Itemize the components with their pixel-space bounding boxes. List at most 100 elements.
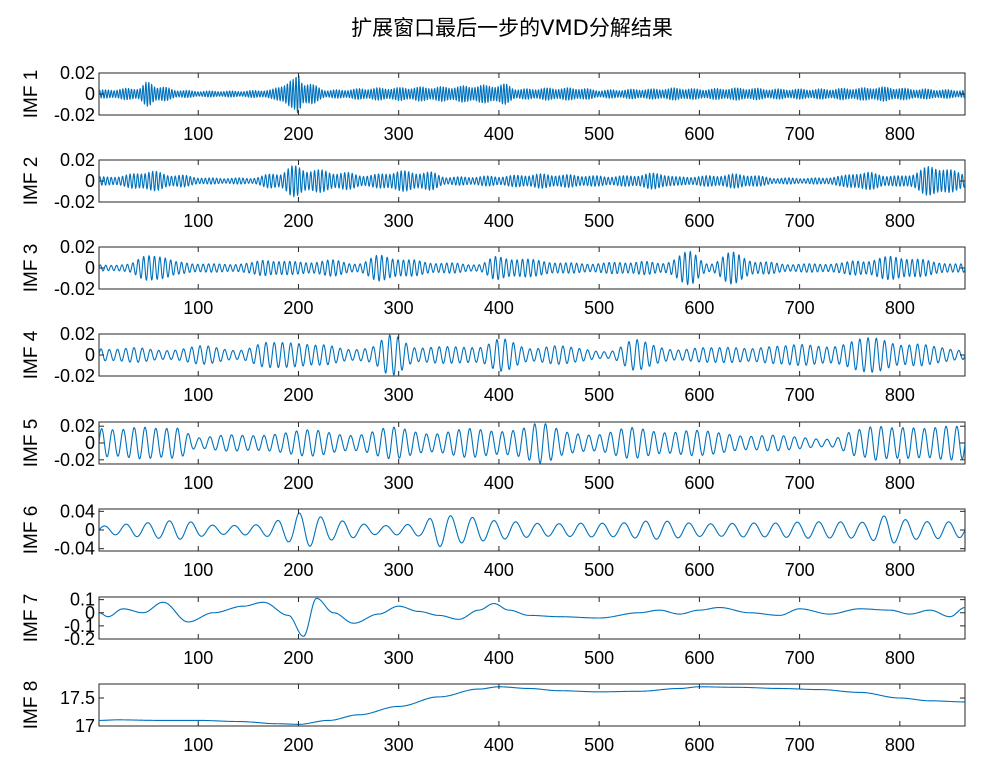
figure-title: 扩展窗口最后一步的VMD分解结果 (351, 16, 673, 40)
imf-8-line (99, 686, 965, 725)
x-tick-label: 400 (484, 385, 514, 405)
x-tick-label: 800 (885, 735, 915, 755)
x-tick-label: 400 (484, 648, 514, 668)
y-tick-label: 0 (85, 84, 95, 104)
x-tick-label: 500 (584, 385, 614, 405)
imf-2-line (99, 165, 965, 198)
x-tick-label: 300 (384, 124, 414, 144)
x-tick-label: 400 (484, 211, 514, 231)
axes-box (98, 683, 966, 727)
x-tick-label: 500 (584, 473, 614, 493)
x-tick-label: 500 (584, 735, 614, 755)
x-tick-label: 600 (684, 298, 714, 318)
x-tick-label: 300 (384, 560, 414, 580)
y-tick-label: -0.02 (54, 366, 95, 386)
x-tick-label: 100 (183, 560, 213, 580)
y-tick-label: -0.2 (64, 629, 95, 649)
x-tick-label: 100 (183, 735, 213, 755)
x-tick-label: 200 (283, 211, 313, 231)
x-tick-label: 600 (684, 385, 714, 405)
x-tick-label: 200 (283, 473, 313, 493)
y-tick-label: 0 (85, 520, 95, 540)
imf-1-line (99, 75, 965, 114)
y-tick-label: 0.04 (60, 501, 95, 521)
y-tick-label: -0.02 (54, 105, 95, 125)
x-tick-label: 800 (885, 385, 915, 405)
x-tick-label: 100 (183, 124, 213, 144)
y-tick-label: 0 (85, 603, 95, 623)
y-tick-label: -0.02 (54, 192, 95, 212)
x-tick-label: 700 (785, 735, 815, 755)
axes-box (98, 596, 966, 640)
x-tick-label: 600 (684, 473, 714, 493)
y-axis-label: IMF 8 (21, 681, 42, 730)
y-tick-label: 0.02 (60, 237, 95, 257)
x-tick-label: 600 (684, 124, 714, 144)
y-axis-label: IMF 1 (21, 70, 42, 119)
x-tick-label: 700 (785, 560, 815, 580)
y-tick-label: 0.1 (70, 590, 95, 610)
x-tick-label: 600 (684, 648, 714, 668)
y-tick-label: -0.02 (54, 450, 95, 470)
y-tick-label: -0.02 (54, 279, 95, 299)
x-tick-label: 800 (885, 560, 915, 580)
x-tick-label: 200 (283, 735, 313, 755)
x-tick-label: 800 (885, 648, 915, 668)
y-axis-label: IMF 4 (21, 330, 42, 379)
x-tick-label: 800 (885, 124, 915, 144)
y-axis-label: IMF 3 (21, 244, 42, 293)
y-tick-label: 0 (85, 258, 95, 278)
x-tick-label: 400 (484, 560, 514, 580)
x-tick-label: 400 (484, 298, 514, 318)
x-tick-label: 200 (283, 560, 313, 580)
x-tick-label: 200 (283, 298, 313, 318)
x-tick-label: 700 (785, 473, 815, 493)
imf-7-line (99, 597, 965, 637)
x-tick-label: 100 (183, 298, 213, 318)
y-tick-label: 0 (85, 171, 95, 191)
y-tick-label: 0.02 (60, 150, 95, 170)
x-tick-label: 800 (885, 298, 915, 318)
x-tick-label: 100 (183, 211, 213, 231)
y-tick-label: 0.02 (60, 416, 95, 436)
x-tick-label: 100 (183, 473, 213, 493)
x-tick-label: 600 (684, 560, 714, 580)
y-tick-label: 0.02 (60, 63, 95, 83)
x-tick-label: 300 (384, 298, 414, 318)
x-tick-label: 500 (584, 648, 614, 668)
x-tick-label: 300 (384, 473, 414, 493)
x-tick-label: 400 (484, 124, 514, 144)
x-tick-label: 800 (885, 211, 915, 231)
x-tick-label: 200 (283, 648, 313, 668)
y-axis-label: IMF 2 (21, 157, 42, 206)
x-tick-label: 700 (785, 124, 815, 144)
x-tick-label: 300 (384, 385, 414, 405)
x-tick-label: 100 (183, 385, 213, 405)
x-tick-label: 700 (785, 385, 815, 405)
x-tick-label: 300 (384, 735, 414, 755)
imf-5-line (99, 423, 965, 464)
x-tick-label: 500 (584, 298, 614, 318)
imf-4-line (99, 334, 965, 376)
y-tick-label: -0.04 (54, 539, 95, 559)
y-tick-label: -0.1 (64, 616, 95, 636)
x-tick-label: 100 (183, 648, 213, 668)
imf-6-line (99, 512, 965, 548)
y-tick-label: 0 (85, 345, 95, 365)
y-axis-label: IMF 6 (21, 506, 42, 555)
x-tick-label: 200 (283, 124, 313, 144)
x-tick-label: 300 (384, 648, 414, 668)
x-tick-label: 200 (283, 385, 313, 405)
y-axis-label: IMF 7 (21, 594, 42, 643)
x-tick-label: 500 (584, 124, 614, 144)
subplot-imf-7: 100 200 300 400 500 600 700 800 -0.2-0.100.1 IMF … (21, 590, 966, 668)
y-tick-label: 17 (75, 716, 95, 736)
